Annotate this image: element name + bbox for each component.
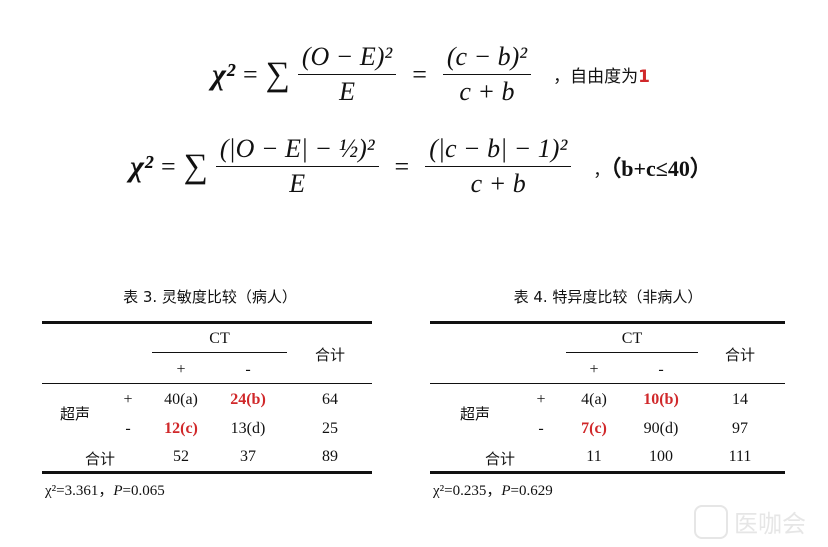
table-bottom-rule xyxy=(430,471,785,474)
table-cell: 13(d) xyxy=(230,420,266,437)
denominator: E xyxy=(289,169,306,198)
formula-lhs: χ² xyxy=(212,57,235,91)
column-total: 11 xyxy=(586,448,602,465)
watermark-text: 医咖会 xyxy=(734,510,806,538)
row-sign: + xyxy=(123,391,133,408)
numerator: (|c − b| − 1)² xyxy=(425,134,572,167)
table-caption: 表 4. 特异度比较（非病人） xyxy=(513,288,703,306)
total-header: 合计 xyxy=(724,346,756,364)
table-top-rule xyxy=(430,321,785,324)
grand-total: 89 xyxy=(322,448,338,465)
numerator: (O − E)² xyxy=(297,42,397,75)
stat-text: χ²=3.361， xyxy=(45,483,114,499)
stat-text: =0.629 xyxy=(510,483,553,499)
column-group-header: CT xyxy=(621,330,643,347)
column-group-rule xyxy=(566,352,698,353)
denominator: c + b xyxy=(459,77,515,106)
formula-note: ，自由度为 xyxy=(553,67,639,87)
degrees-of-freedom: 1 xyxy=(638,67,650,87)
separator: ， xyxy=(593,160,611,181)
stat-text: χ²=0.235， xyxy=(433,483,502,499)
table-cell: 4(a) xyxy=(581,391,607,408)
table-cell: 40(a) xyxy=(164,391,198,408)
table-statistics: χ²=3.361，P=0.065 xyxy=(45,479,165,500)
column-header-minus: - xyxy=(658,361,664,378)
numerator: (c − b)² xyxy=(442,42,532,75)
formula-condition: （b+c≤40） xyxy=(610,155,712,181)
row-group-label: 超声 xyxy=(459,405,491,423)
formula-corrected-chi-square: χ² = ∑ (|O − E| − ½)² E = (|c − b| − 1)² c … xyxy=(130,134,712,198)
header-rule xyxy=(42,383,372,384)
stat-text: P xyxy=(501,483,511,499)
column-total: 100 xyxy=(649,448,673,465)
table-caption: 表 3. 灵敏度比较（病人） xyxy=(123,288,297,306)
column-header-minus: - xyxy=(245,361,251,378)
table-cell: 10(b) xyxy=(643,391,679,408)
denominator: E xyxy=(339,77,355,106)
stat-text: P xyxy=(113,483,123,499)
column-total: 37 xyxy=(240,448,256,465)
table-bottom-rule xyxy=(42,471,372,474)
row-sign: + xyxy=(536,391,546,408)
row-total: 25 xyxy=(322,420,338,437)
column-group-header: CT xyxy=(209,330,230,347)
row-sign: - xyxy=(538,420,544,437)
column-header-plus: + xyxy=(589,361,599,378)
table-top-rule xyxy=(42,321,372,324)
column-header-plus: + xyxy=(176,361,186,378)
formula-lhs: χ² xyxy=(130,149,153,183)
formula-chi-square: χ² = ∑ (O − E)² E = (c − b)² c + b ，自由度为1 xyxy=(212,42,650,106)
column-group-rule xyxy=(152,352,287,353)
numerator: (|O − E| − ½)² xyxy=(215,134,379,167)
row-total: 97 xyxy=(732,420,748,437)
grand-total: 111 xyxy=(728,448,752,465)
column-total: 52 xyxy=(173,448,189,465)
denominator: c + b xyxy=(470,169,526,198)
header-rule xyxy=(430,383,785,384)
table-cell: 90(d) xyxy=(643,420,679,437)
stat-text: =0.065 xyxy=(122,483,165,499)
row-total: 64 xyxy=(322,391,338,408)
watermark: 医咖会 xyxy=(694,504,806,539)
total-header: 合计 xyxy=(314,346,346,364)
watermark-logo-icon xyxy=(694,504,728,539)
total-row-label: 合计 xyxy=(484,450,516,468)
row-sign: - xyxy=(125,420,131,437)
row-total: 14 xyxy=(732,391,748,408)
row-group-label: 超声 xyxy=(59,405,91,423)
table-cell: 24(b) xyxy=(230,391,266,408)
table-cell: 7(c) xyxy=(581,420,607,437)
total-row-label: 合计 xyxy=(84,450,116,468)
table-cell: 12(c) xyxy=(164,420,198,437)
table-statistics: χ²=0.235，P=0.629 xyxy=(433,479,553,500)
